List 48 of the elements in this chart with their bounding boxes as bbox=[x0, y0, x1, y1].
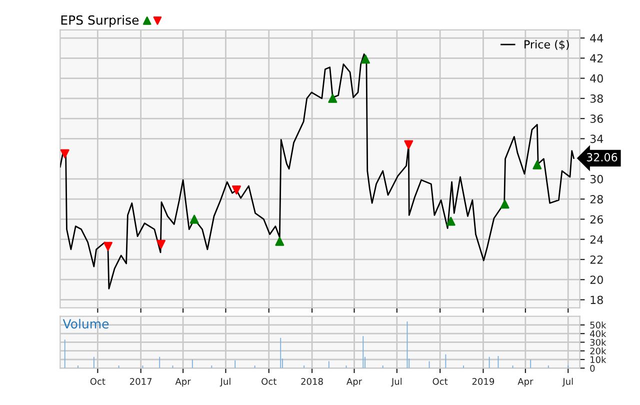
x-tick-label: Jul bbox=[220, 378, 230, 387]
x-tick-label: Jul bbox=[562, 378, 573, 387]
point bbox=[60, 149, 70, 158]
y-tick-label: 44 bbox=[590, 34, 604, 42]
point bbox=[190, 214, 199, 224]
y-tick-label: 36 bbox=[590, 114, 603, 123]
x-tick-label: Oct bbox=[90, 378, 106, 385]
y-tick-label: 42 bbox=[590, 54, 603, 62]
point bbox=[156, 240, 166, 249]
y-tick-label: 28 bbox=[590, 195, 603, 204]
x-tick-label: 2018 bbox=[301, 378, 323, 385]
y-tick-label: 10k bbox=[590, 356, 606, 364]
point bbox=[404, 140, 414, 150]
x-tick-label: Oct bbox=[262, 378, 276, 385]
y-tick-label: 50k bbox=[590, 322, 606, 329]
x-tick-label: Apr bbox=[175, 378, 191, 387]
point bbox=[360, 54, 370, 64]
y-tick-label: 30 bbox=[590, 174, 603, 184]
x-tick-label: Oct bbox=[432, 378, 448, 385]
point bbox=[104, 242, 112, 251]
x-tick-label: Apr bbox=[346, 378, 362, 387]
point bbox=[500, 200, 510, 209]
x-tick-label: Apr bbox=[518, 378, 534, 387]
point bbox=[328, 94, 338, 103]
series-label: Volume bbox=[62, 318, 109, 329]
line-series bbox=[60, 53, 574, 290]
point bbox=[275, 236, 284, 246]
y-tick-label: 38 bbox=[590, 94, 603, 103]
y-tick-label: 40k bbox=[590, 330, 606, 338]
y-tick-label: 40 bbox=[590, 74, 603, 83]
x-tick-label: Jul bbox=[391, 378, 402, 387]
legend-label: Price ($) bbox=[524, 40, 569, 50]
y-tick-label: 34 bbox=[590, 134, 604, 144]
point bbox=[532, 160, 542, 170]
x-tick-label: 2019 bbox=[472, 378, 494, 385]
y-tick-label: 18 bbox=[590, 296, 603, 304]
y-tick-label: 22 bbox=[590, 255, 603, 264]
y-tick-label: 0 bbox=[590, 364, 595, 372]
chart-title: EPS Surprise bbox=[61, 15, 139, 28]
point bbox=[232, 186, 242, 195]
x-tick-label: 2017 bbox=[130, 378, 152, 385]
point bbox=[446, 216, 456, 226]
y-tick-label: 26 bbox=[590, 215, 603, 224]
y-tick-label: 30k bbox=[590, 338, 606, 346]
y-tick-label: 20 bbox=[590, 276, 603, 284]
y-tick-label: 20k bbox=[590, 347, 606, 354]
annotation: 32.06 bbox=[586, 153, 618, 162]
y-tick-label: 24 bbox=[590, 235, 604, 244]
